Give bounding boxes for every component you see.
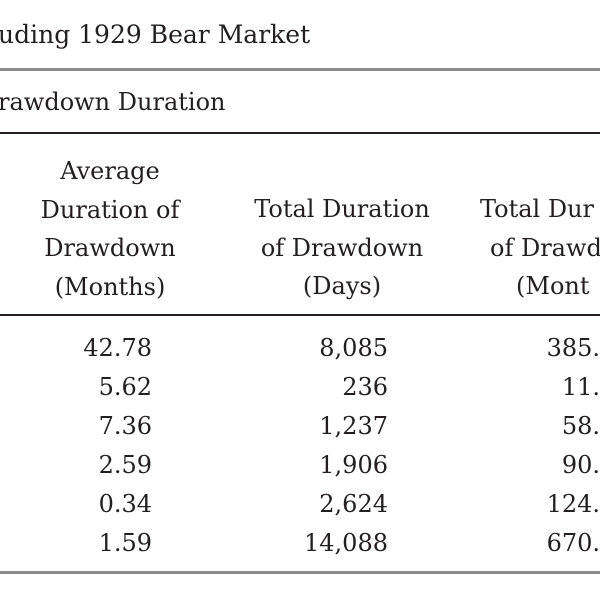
table-cell: 2,624 <box>319 490 388 518</box>
column-header-average-duration: Average Duration of Drawdown (Months) <box>30 152 190 306</box>
column-header-line: (Months) <box>54 272 166 301</box>
column-total-duration-days-values: 8,085 236 1,237 1,906 2,624 14,088 <box>280 329 388 563</box>
section-label: rawdown Duration <box>0 88 226 116</box>
column-average-duration-values: 42.78 5.62 7.36 2.59 0.34 1.59 <box>60 329 152 563</box>
column-header-total-duration-months: Total Dur of Drawd (Mont <box>480 190 600 306</box>
column-header-line: of Drawdown <box>260 233 424 262</box>
column-header-total-duration-days: Total Duration of Drawdown (Days) <box>244 190 440 306</box>
table-cell: 7.36 <box>98 412 152 440</box>
table-cell: 2.59 <box>98 451 152 479</box>
table-cell: 124. <box>546 490 600 518</box>
column-header-line: Total Duration <box>254 195 430 223</box>
table-cell: 670. <box>546 529 600 557</box>
column-header-line: Duration of <box>40 195 180 224</box>
table-cell: 236 <box>342 373 388 401</box>
column-header-rule <box>0 314 600 316</box>
table-title: uding 1929 Bear Market <box>0 20 311 49</box>
table-cell: 5.62 <box>98 373 152 401</box>
column-total-duration-months-values: 385. 11. 58. 90. 124. 670. <box>500 329 600 563</box>
column-header-line: Average <box>60 157 160 185</box>
header-rule <box>0 132 600 134</box>
column-header-line: of Drawd <box>490 233 600 262</box>
table-cell: 58. <box>561 412 600 440</box>
table-cell: 385. <box>546 334 600 362</box>
table-cell: 90. <box>561 451 600 479</box>
bottom-rule <box>0 571 600 574</box>
table-cell: 1,237 <box>319 412 388 440</box>
top-rule <box>0 68 600 71</box>
table-cell: 1,906 <box>319 451 388 479</box>
column-header-line: (Days) <box>302 272 382 300</box>
column-header-line: Total Dur <box>480 195 595 223</box>
table-cell: 11. <box>561 373 600 401</box>
table-cell: 14,088 <box>304 529 388 557</box>
column-header-line: (Mont <box>516 272 590 300</box>
table-cell: 8,085 <box>319 334 388 362</box>
column-header-line: Drawdown <box>44 234 176 262</box>
table-cell: 1.59 <box>98 529 152 557</box>
table-cell: 42.78 <box>83 334 152 362</box>
table-cell: 0.34 <box>98 490 152 518</box>
